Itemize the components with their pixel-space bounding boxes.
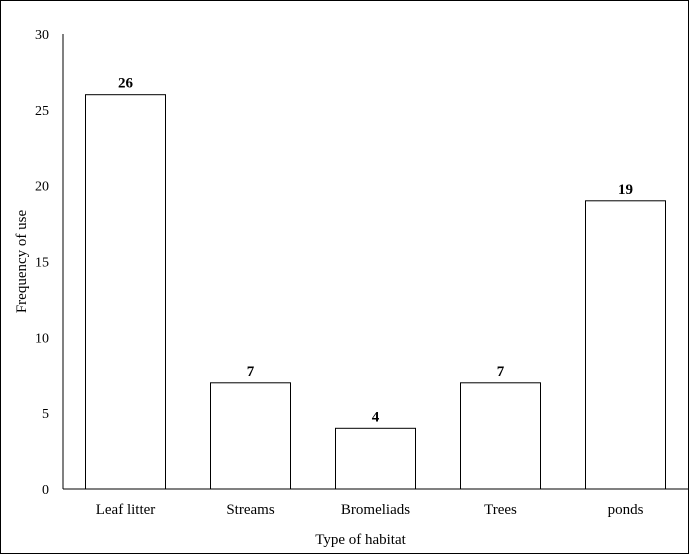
x-tick-label: Trees: [484, 502, 517, 518]
x-axis-tick-labels: Leaf litter Streams Bromeliads Trees ponds: [96, 502, 644, 518]
data-label: 4: [372, 409, 380, 425]
y-tick-label: 20: [35, 180, 49, 195]
x-tick-label: Streams: [226, 502, 274, 518]
bar: [585, 200, 666, 490]
y-tick-label: 5: [42, 407, 49, 422]
x-tick-label: Leaf litter: [96, 502, 156, 518]
y-tick-label: 0: [42, 483, 49, 498]
y-tick-label: 15: [35, 256, 49, 271]
data-label: 26: [118, 76, 134, 92]
y-axis-title: Frequency of use: [14, 210, 30, 314]
data-labels: 26 7 4 7 19: [118, 76, 633, 426]
y-axis-ticks: 0 5 10 15 20 25 30: [35, 28, 49, 498]
y-tick-label: 25: [35, 104, 49, 119]
bars: [85, 94, 666, 490]
bar: [210, 382, 291, 490]
data-label: 7: [497, 364, 505, 380]
x-tick-label: ponds: [608, 502, 644, 518]
bar: [335, 427, 416, 490]
data-label: 19: [618, 182, 633, 198]
x-axis-title: Type of habitat: [315, 532, 406, 548]
x-tick-label: Bromeliads: [341, 502, 410, 518]
y-tick-label: 30: [35, 28, 49, 43]
y-tick-label: 10: [35, 331, 49, 346]
bar: [460, 382, 541, 490]
bar: [85, 94, 166, 490]
data-label: 7: [247, 364, 255, 380]
